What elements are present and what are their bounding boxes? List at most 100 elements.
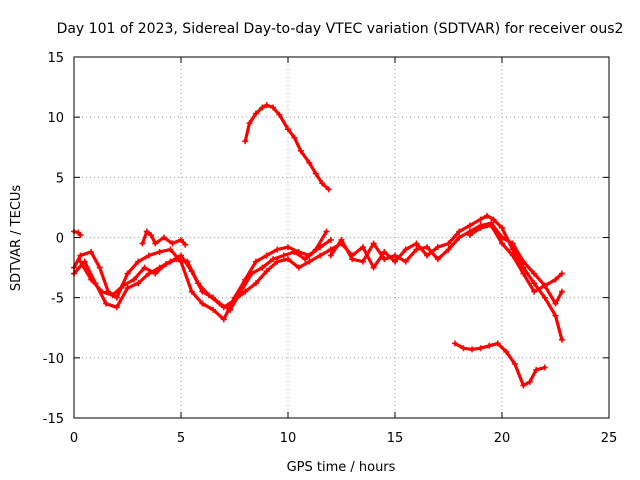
data-point <box>280 252 287 259</box>
data-point <box>494 340 501 347</box>
data-point <box>88 276 95 283</box>
y-tick-label: 5 <box>56 171 64 186</box>
data-point <box>205 292 212 299</box>
data-point <box>98 288 105 295</box>
data-point <box>148 232 155 239</box>
data-point <box>558 270 565 277</box>
data-point <box>486 342 493 349</box>
data-point <box>259 104 266 111</box>
data-point <box>103 300 110 307</box>
data-point <box>270 104 277 111</box>
data-point <box>113 294 120 301</box>
data-point <box>306 159 313 166</box>
data-point <box>327 246 334 253</box>
data-point <box>552 312 559 319</box>
data-point <box>327 236 334 243</box>
data-point <box>263 252 270 259</box>
data-point <box>541 282 548 289</box>
data-point <box>252 280 259 287</box>
data-point <box>531 288 538 295</box>
data-point <box>413 246 420 253</box>
data-point <box>484 212 491 219</box>
y-tick-label: -10 <box>43 352 64 367</box>
data-point <box>488 222 495 229</box>
plot-area <box>71 102 565 389</box>
data-point <box>139 240 146 247</box>
data-point <box>96 264 103 271</box>
data-point <box>325 186 332 193</box>
y-axis: -15 -10 -5 0 5 10 15 <box>43 51 609 427</box>
data-point <box>163 260 170 267</box>
data-point <box>220 316 227 323</box>
data-point <box>252 110 259 117</box>
data-point <box>323 228 330 235</box>
series-arc-9 <box>453 341 547 388</box>
data-point <box>199 300 206 307</box>
data-point <box>509 252 516 259</box>
data-point <box>242 138 249 145</box>
data-point <box>252 258 259 265</box>
chart-title: Day 101 of 2023, Sidereal Day-to-day VTE… <box>57 21 624 37</box>
data-point <box>312 246 319 253</box>
data-point <box>285 256 291 263</box>
data-point <box>392 258 398 265</box>
data-point <box>520 270 527 277</box>
data-point <box>359 244 366 251</box>
data-point <box>526 378 533 385</box>
data-point <box>466 222 473 229</box>
x-axis-label: GPS time / hours <box>287 460 396 475</box>
data-point <box>270 256 277 263</box>
data-point <box>499 240 505 247</box>
series-arc-5 <box>329 214 564 342</box>
y-tick-label: -15 <box>43 412 64 427</box>
data-point <box>169 240 176 247</box>
data-point <box>445 246 452 253</box>
data-point <box>124 270 131 277</box>
data-point <box>531 280 538 287</box>
data-point <box>469 346 476 353</box>
data-point <box>120 282 127 289</box>
data-point <box>413 240 420 247</box>
data-point <box>160 234 167 241</box>
data-point <box>477 345 484 352</box>
data-point <box>338 236 345 243</box>
data-point <box>477 216 484 223</box>
data-point <box>291 134 298 141</box>
data-point <box>263 102 270 109</box>
data-point <box>124 285 131 292</box>
data-point <box>541 364 548 371</box>
data-point <box>227 306 234 313</box>
data-point <box>456 228 463 235</box>
data-point <box>167 246 174 253</box>
data-point <box>424 252 431 259</box>
data-point <box>490 216 497 223</box>
data-point <box>145 252 152 259</box>
data-point <box>552 276 559 283</box>
data-point <box>237 288 244 295</box>
data-point <box>285 126 291 133</box>
data-point <box>434 244 441 251</box>
data-point <box>541 294 548 301</box>
data-point <box>173 256 180 263</box>
data-point <box>370 264 377 271</box>
data-point <box>445 240 452 247</box>
x-axis: 0 5 10 15 20 25 <box>70 57 617 446</box>
data-point <box>274 258 281 265</box>
data-point <box>109 292 116 299</box>
data-point <box>359 258 366 265</box>
data-point <box>511 360 518 367</box>
data-point <box>285 244 291 251</box>
data-point <box>77 252 84 259</box>
data-point <box>77 232 84 239</box>
data-point <box>327 252 334 259</box>
data-point <box>195 280 202 287</box>
data-point <box>552 300 559 307</box>
data-point <box>558 288 565 295</box>
data-point <box>451 340 458 347</box>
data-point <box>143 228 150 235</box>
data-point <box>295 264 302 271</box>
data-point <box>88 248 95 255</box>
data-point <box>77 258 84 265</box>
data-point <box>520 382 527 389</box>
